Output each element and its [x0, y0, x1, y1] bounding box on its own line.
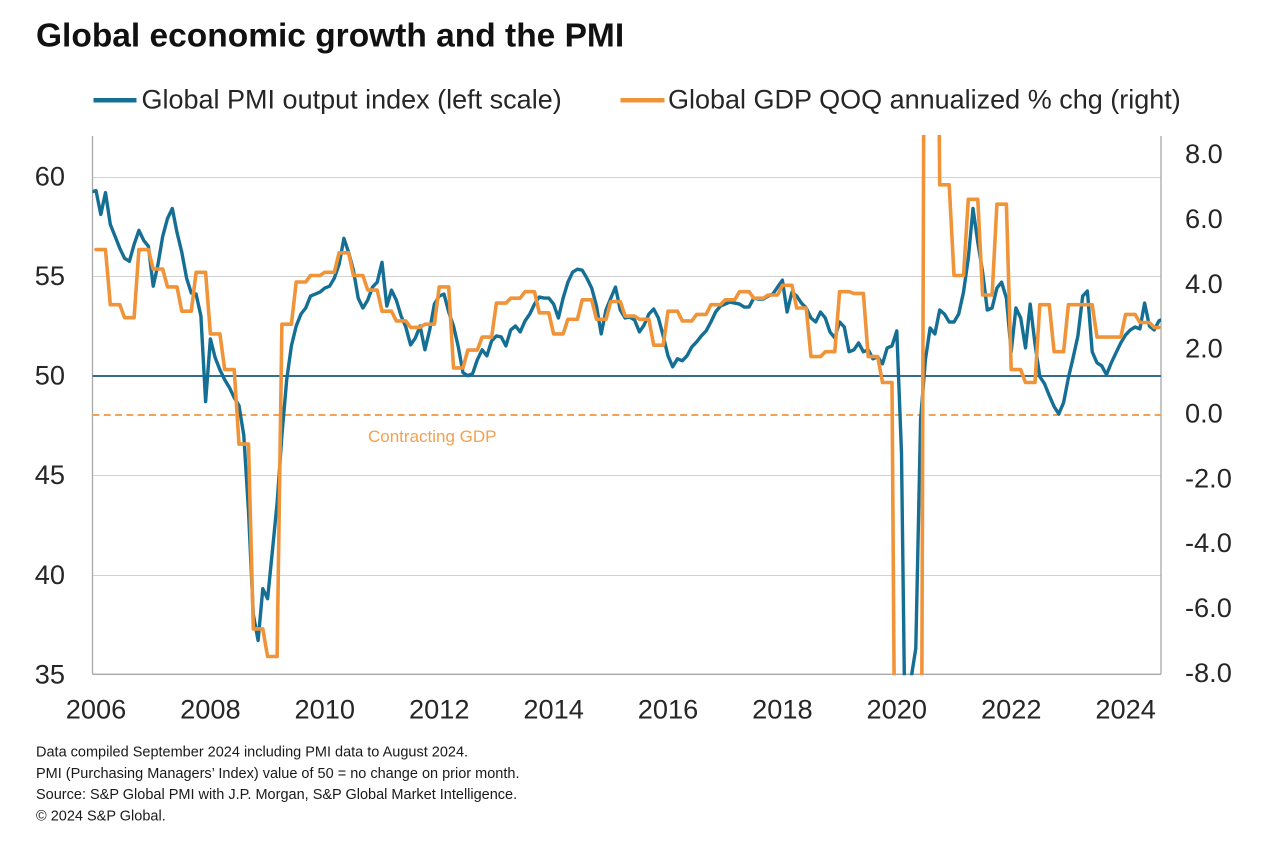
svg-text:Global economic growth and the: Global economic growth and the PMI [36, 18, 624, 55]
svg-text:2016: 2016 [638, 694, 698, 725]
svg-text:2024: 2024 [1095, 694, 1155, 725]
svg-text:Source: S&P Global PMI with J.: Source: S&P Global PMI with J.P. Morgan,… [36, 787, 517, 803]
svg-text:2018: 2018 [752, 694, 812, 725]
svg-text:Global GDP QOQ annualized % ch: Global GDP QOQ annualized % chg (right) [668, 85, 1181, 115]
svg-text:2.0: 2.0 [1185, 333, 1223, 364]
svg-text:-8.0: -8.0 [1185, 657, 1232, 688]
svg-text:2010: 2010 [295, 694, 355, 725]
svg-text:2022: 2022 [981, 694, 1041, 725]
svg-text:2006: 2006 [66, 694, 126, 725]
svg-text:0.0: 0.0 [1185, 397, 1223, 428]
svg-text:8.0: 8.0 [1185, 138, 1223, 169]
svg-text:-4.0: -4.0 [1185, 527, 1232, 558]
svg-text:2012: 2012 [409, 694, 469, 725]
svg-text:PMI (Purchasing Managers’ Inde: PMI (Purchasing Managers’ Index) value o… [36, 766, 519, 782]
svg-text:-6.0: -6.0 [1185, 592, 1232, 623]
svg-text:Contracting GDP: Contracting GDP [368, 427, 497, 446]
svg-text:2020: 2020 [867, 694, 927, 725]
svg-text:45: 45 [35, 459, 65, 490]
svg-text:6.0: 6.0 [1185, 203, 1223, 234]
svg-text:4.0: 4.0 [1185, 268, 1223, 299]
svg-text:Data compiled September 2024 i: Data compiled September 2024 including P… [36, 745, 468, 761]
svg-text:2008: 2008 [180, 694, 240, 725]
svg-text:60: 60 [35, 161, 65, 192]
svg-text:© 2024 S&P Global.: © 2024 S&P Global. [36, 808, 166, 824]
svg-text:2014: 2014 [523, 694, 583, 725]
svg-text:50: 50 [35, 360, 65, 391]
svg-text:40: 40 [35, 559, 65, 590]
svg-text:-2.0: -2.0 [1185, 462, 1232, 493]
svg-text:Global PMI output index (left: Global PMI output index (left scale) [142, 85, 562, 115]
svg-text:35: 35 [35, 658, 65, 689]
svg-text:55: 55 [35, 260, 65, 291]
